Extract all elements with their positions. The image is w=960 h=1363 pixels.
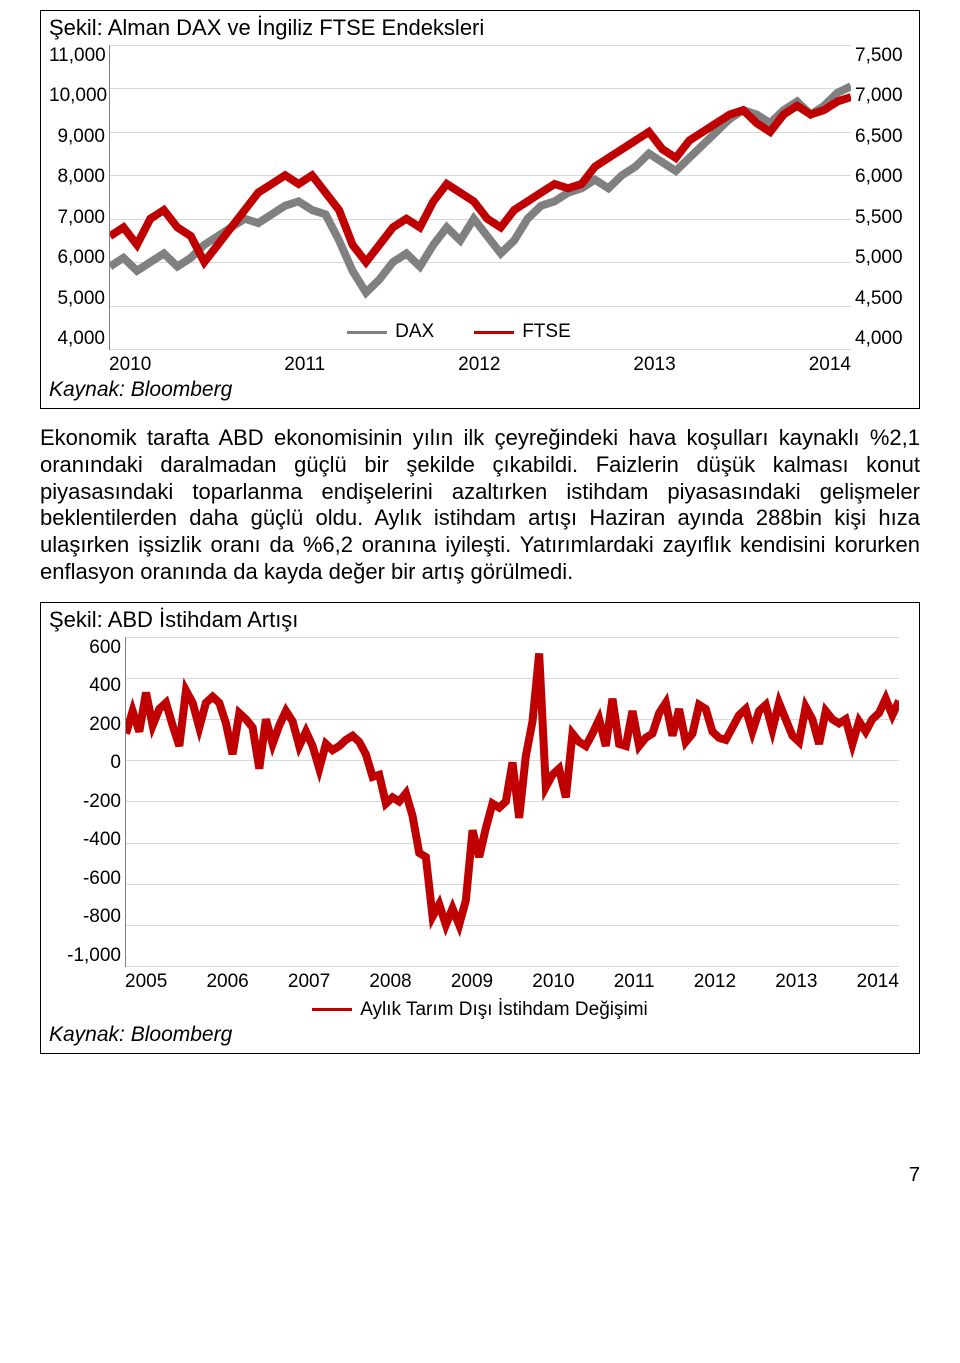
chart2-x-tick: 2009	[451, 971, 493, 993]
chart1-box: Şekil: Alman DAX ve İngiliz FTSE Endeksl…	[40, 10, 920, 409]
chart2-swatch	[312, 1008, 352, 1011]
chart1-legend-dax-label: DAX	[395, 321, 434, 343]
chart1-yright-tick: 4,500	[855, 288, 911, 310]
chart1-legend-dax: DAX	[347, 321, 434, 343]
chart2-legend: Aylık Tarım Dışı İstihdam Değişimi	[49, 999, 911, 1021]
chart2-line	[126, 653, 899, 924]
chart1-yleft-tick: 4,000	[49, 328, 105, 350]
chart2-plot-area	[125, 637, 899, 967]
chart1-yleft-tick: 11,000	[49, 45, 105, 67]
chart2-legend-label: Aylık Tarım Dışı İstihdam Değişimi	[360, 999, 648, 1021]
chart1-legend: DAX FTSE	[347, 321, 571, 343]
chart2-yleft-tick: -400	[55, 829, 121, 851]
chart2-x-tick: 2014	[857, 971, 899, 993]
chart2-x-tick: 2011	[614, 971, 655, 993]
chart2-yleft-tick: -1,000	[55, 945, 121, 967]
chart2-x-tick: 2013	[775, 971, 817, 993]
chart2-yleft-tick: 600	[55, 637, 121, 659]
chart2-legend-item: Aylık Tarım Dışı İstihdam Değişimi	[312, 999, 648, 1021]
chart1-x-tick: 2012	[458, 354, 500, 376]
chart2-yleft-tick: -800	[55, 906, 121, 928]
chart1-legend-ftse-label: FTSE	[522, 321, 571, 343]
chart1-yright-tick: 4,000	[855, 328, 911, 350]
chart1-swatch-ftse	[474, 331, 514, 334]
chart1-x-tick: 2013	[633, 354, 675, 376]
chart1-yright-tick: 6,000	[855, 166, 911, 188]
chart2-y-axis-left: 600 400 200 0 -200 -400 -600 -800 -1,000	[55, 637, 121, 967]
chart1-legend-ftse: FTSE	[474, 321, 571, 343]
page-root: Şekil: Alman DAX ve İngiliz FTSE Endeksl…	[0, 0, 960, 1227]
body-paragraph: Ekonomik tarafta ABD ekonomisinin yılın …	[40, 425, 920, 586]
chart2-yleft-tick: -600	[55, 868, 121, 890]
chart2-plot-wrap: 6004002000-200-400-600-800-1,000	[125, 637, 899, 967]
chart1-x-tick: 2014	[809, 354, 851, 376]
chart1-yleft-tick: 9,000	[49, 126, 105, 148]
chart2-x-axis: 2005 2006 2007 2008 2009 2010 2011 2012 2013 2014	[125, 971, 899, 993]
chart1-x-tick: 2010	[109, 354, 151, 376]
chart2-yleft-tick: 200	[55, 714, 121, 736]
chart1-yright-tick: 7,000	[855, 85, 911, 107]
chart1-x-tick: 2011	[284, 354, 325, 376]
page-number: 7	[40, 1164, 920, 1187]
chart2-yleft-tick: 400	[55, 675, 121, 697]
chart1-dax-line	[110, 86, 851, 292]
chart2-source: Kaynak: Bloomberg	[49, 1023, 911, 1047]
chart1-title: Şekil: Alman DAX ve İngiliz FTSE Endeksl…	[49, 15, 911, 41]
chart1-source: Kaynak: Bloomberg	[49, 378, 911, 402]
chart2-x-tick: 2012	[694, 971, 736, 993]
chart2-x-tick: 2008	[369, 971, 411, 993]
chart1-yleft-tick: 10,000	[49, 85, 105, 107]
chart1-yright-tick: 5,000	[855, 247, 911, 269]
chart1-svg	[110, 45, 851, 349]
chart1-yright-tick: 6,500	[855, 126, 911, 148]
chart2-x-tick: 2005	[125, 971, 167, 993]
chart1-y-axis-left: 11,000 10,000 9,000 8,000 7,000 6,000 5,000 4,0…	[49, 45, 105, 350]
chart2-x-tick: 2006	[206, 971, 248, 993]
chart1-plot-wrap: 11,00010,0009,0008,0007,0006,0005,0004,0…	[109, 45, 851, 350]
chart1-swatch-dax	[347, 331, 387, 334]
chart1-ftse-line	[110, 97, 851, 262]
chart1-yright-tick: 5,500	[855, 207, 911, 229]
chart2-x-tick: 2010	[532, 971, 574, 993]
chart2-yleft-tick: 0	[55, 752, 121, 774]
chart2-title: Şekil: ABD İstihdam Artışı	[49, 607, 911, 633]
chart1-plot-area: DAX FTSE	[109, 45, 851, 350]
chart1-x-axis: 2010 2011 2012 2013 2014	[109, 354, 851, 376]
chart2-yleft-tick: -200	[55, 791, 121, 813]
chart2-box: Şekil: ABD İstihdam Artışı 600 400 200 0 -20…	[40, 602, 920, 1054]
chart1-yright-tick: 7,500	[855, 45, 911, 67]
chart1-yleft-tick: 6,000	[49, 247, 105, 269]
chart2-svg	[126, 637, 899, 966]
chart1-yleft-tick: 5,000	[49, 288, 105, 310]
chart2-x-tick: 2007	[288, 971, 330, 993]
chart1-yleft-tick: 7,000	[49, 207, 105, 229]
chart1-y-axis-right: 7,500 7,000 6,500 6,000 5,500 5,000 4,500 4,000	[855, 45, 911, 350]
chart1-yleft-tick: 8,000	[49, 166, 105, 188]
